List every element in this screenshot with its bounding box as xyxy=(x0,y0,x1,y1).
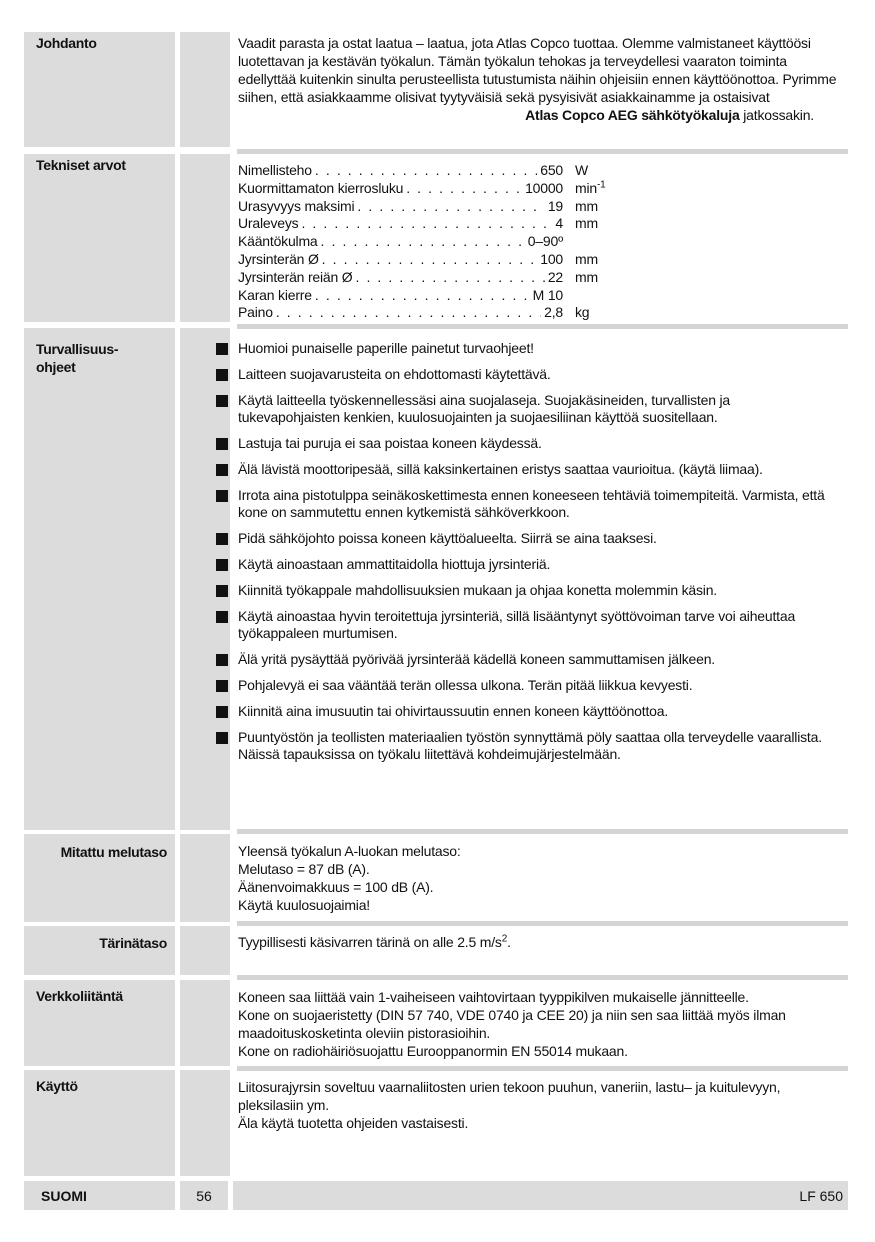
section-title: Tekniset arvot xyxy=(24,154,175,322)
divider xyxy=(237,1066,848,1071)
spec-row: Urasyvyys maksimi 19 mm xyxy=(238,198,848,216)
bullet-square-icon xyxy=(216,464,228,476)
section-mains: Verkkoliitäntä Koneen saa liittää vain 1… xyxy=(24,980,848,1066)
safety-item: Käytä ainoastaan ammattitaidolla hiottuj… xyxy=(216,556,834,573)
spec-row: Jyrsinterän reiän Ø 22 mm xyxy=(238,269,848,287)
vibration-text: Tyypillisesti käsivarren tärinä on alle … xyxy=(238,933,511,950)
section-title: Johdanto xyxy=(24,32,175,147)
noise-line: Käytä kuulosuojaimia! xyxy=(238,897,370,913)
brand-text: Atlas Copco AEG sähkötyökaluja xyxy=(525,107,740,123)
section-specs: Tekniset arvot Nimellisteho 650 W Kuormitta… xyxy=(24,154,848,322)
section-intro: Johdanto Vaadit parasta ja ostat laatua … xyxy=(24,32,848,147)
bullet-square-icon xyxy=(216,585,228,597)
spec-value: 4 xyxy=(555,215,563,232)
section-safety: Turvallisuus- ohjeet Huomioi punaiselle … xyxy=(24,328,848,830)
section-title: Mitattu melutaso xyxy=(24,834,175,922)
bullet-square-icon xyxy=(216,611,228,623)
section-title: Turvallisuus- ohjeet xyxy=(24,328,175,830)
spec-row: Paino 2,8 kg xyxy=(238,304,848,322)
safety-item: Kiinnitä aina imusuutin tai ohivirtaussu… xyxy=(216,703,834,720)
section-vibration: Tärinätaso Tyypillisesti käsivarren täri… xyxy=(24,926,848,975)
spec-row: Karan kierre M 10 xyxy=(238,287,848,305)
spec-label: Uraleveys xyxy=(238,215,299,232)
use-line: Äla käytä tuotetta ohjeiden vastaisesti. xyxy=(238,1115,469,1131)
divider xyxy=(237,829,848,834)
spec-value: 19 xyxy=(547,197,563,214)
safety-item: Pohjalevyä ei saa vääntää terän ollessa … xyxy=(216,677,834,694)
divider xyxy=(237,324,848,329)
spec-unit: min-1 xyxy=(575,179,606,196)
section-noise: Mitattu melutaso Yleensä työkalun A-luok… xyxy=(24,834,848,922)
spec-label: Jyrsinterän Ø xyxy=(238,250,319,267)
bullet-square-icon xyxy=(216,438,228,450)
spec-value: 10000 xyxy=(525,179,563,196)
intro-text: Vaadit parasta ja ostat laatua – laatua,… xyxy=(238,35,837,105)
spec-value: 0–90º xyxy=(527,233,563,250)
section-title: Verkkoliitäntä xyxy=(24,980,175,1066)
spec-label: Jyrsinterän reiän Ø xyxy=(238,268,353,285)
bullet-square-icon xyxy=(216,654,228,666)
noise-line: Äänenvoimakkuus = 100 dB (A). xyxy=(238,879,434,895)
spec-label: Paino xyxy=(238,304,273,321)
section-title: Tärinätaso xyxy=(24,926,175,975)
use-line: Liitosurajyrsin soveltuu vaarnaliitosten… xyxy=(238,1079,781,1113)
spec-row: Uraleveys 4 mm xyxy=(238,215,848,233)
safety-item: Pidä sähköjohto poissa koneen käyttöalue… xyxy=(216,530,834,547)
divider xyxy=(237,149,848,154)
spec-unit: kg xyxy=(575,304,590,321)
footer-language: SUOMI xyxy=(24,1181,175,1210)
mains-line: Kone on suojaeristetty (DIN 57 740, VDE … xyxy=(238,1007,786,1041)
spec-unit: mm xyxy=(575,215,598,232)
spec-label: Kuormittamaton kierrosluku xyxy=(238,179,404,196)
spec-value: 650 xyxy=(540,162,563,178)
noise-line: Yleensä työkalun A-luokan melutaso: xyxy=(238,843,461,859)
spec-unit: mm xyxy=(575,197,598,214)
spec-label: Nimellisteho xyxy=(238,162,312,178)
spec-value: 22 xyxy=(547,268,563,285)
spec-value: 2,8 xyxy=(544,304,563,321)
bullet-square-icon xyxy=(216,343,228,355)
noise-line: Melutaso = 87 dB (A). xyxy=(238,861,370,877)
safety-item: Älä lävistä moottoripesää, sillä kaksink… xyxy=(216,461,834,478)
bullet-square-icon xyxy=(216,369,228,381)
divider xyxy=(237,921,848,926)
bullet-square-icon xyxy=(216,533,228,545)
safety-item: Puuntyöstön ja teollisten materiaalien t… xyxy=(216,729,834,763)
bullet-square-icon xyxy=(216,395,228,407)
bullet-square-icon xyxy=(216,559,228,571)
safety-item: Irrota aina pistotulppa seinäkoskettimes… xyxy=(216,487,834,521)
mains-line: Koneen saa liittää vain 1-vaiheiseen vai… xyxy=(238,989,749,1005)
footer-model: LF 650 xyxy=(233,1181,848,1210)
spec-unit: mm xyxy=(575,250,598,267)
spec-unit: mm xyxy=(575,268,598,285)
section-use: Käyttö Liitosurajyrsin soveltuu vaarnali… xyxy=(24,1070,848,1176)
mains-line: Kone on radiohäiriösuojattu Eurooppanorm… xyxy=(238,1043,628,1059)
spec-row: Jyrsinterän Ø 100 mm xyxy=(238,251,848,269)
bullet-square-icon xyxy=(216,490,228,502)
spec-row: Kääntökulma 0–90º xyxy=(238,233,848,251)
safety-item: Huomioi punaiselle paperille painetut tu… xyxy=(216,340,834,357)
spec-label: Karan kierre xyxy=(238,286,312,303)
divider xyxy=(237,975,848,980)
safety-item: Lastuja tai puruja ei saa poistaa koneen… xyxy=(216,435,834,452)
safety-item: Käytä laitteella työskennellessäsi aina … xyxy=(216,392,834,426)
page-number: 56 xyxy=(180,1181,228,1210)
safety-item: Käytä ainoastaa hyvin teroitettuja jyrsi… xyxy=(216,608,834,642)
bullet-square-icon xyxy=(216,680,228,692)
section-title: Käyttö xyxy=(24,1070,175,1176)
safety-item: Älä yritä pysäyttää pyörivää jyrsinterää… xyxy=(216,651,834,668)
spec-unit: W xyxy=(575,162,589,178)
spec-label: Kääntökulma xyxy=(238,233,318,250)
safety-item: Laitteen suojavarusteita on ehdottomasti… xyxy=(216,366,834,383)
spec-row: Kuormittamaton kierrosluku 10000 min-1 xyxy=(238,180,848,198)
bullet-square-icon xyxy=(216,706,228,718)
bullet-square-icon xyxy=(216,732,228,744)
spec-value: M 10 xyxy=(532,286,563,303)
closing-text: jatkossakin. xyxy=(739,107,814,123)
spec-value: 100 xyxy=(540,250,563,267)
spec-row: Nimellisteho 650 W xyxy=(238,162,848,180)
spec-label: Urasyvyys maksimi xyxy=(238,197,355,214)
safety-item: Kiinnitä työkappale mahdollisuuksien muk… xyxy=(216,582,834,599)
